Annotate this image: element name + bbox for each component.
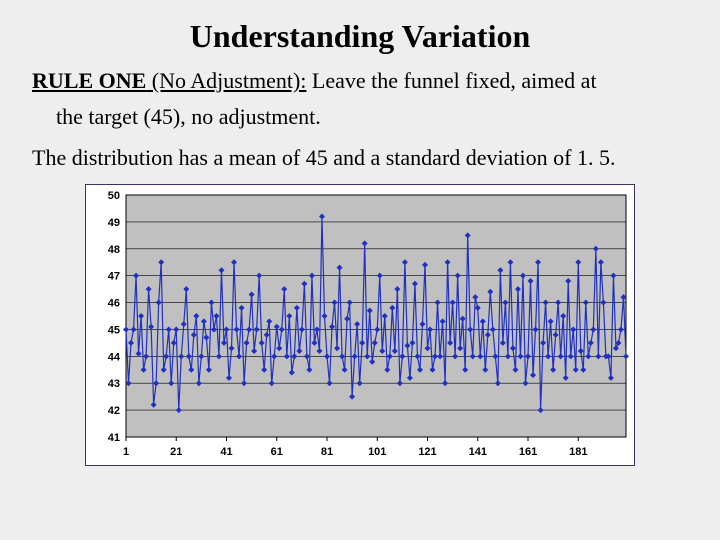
rule-label-rest: (No Adjustment):: [146, 68, 306, 93]
svg-text:101: 101: [368, 446, 386, 458]
svg-text:48: 48: [108, 243, 120, 255]
rule-paragraph: RULE ONE (No Adjustment): Leave the funn…: [0, 63, 720, 99]
svg-text:121: 121: [418, 446, 436, 458]
svg-text:47: 47: [108, 270, 120, 282]
description: The distribution has a mean of 45 and a …: [0, 134, 720, 176]
svg-text:45: 45: [108, 324, 120, 336]
svg-text:49: 49: [108, 216, 120, 228]
svg-text:42: 42: [108, 405, 120, 417]
page-title: Understanding Variation: [0, 0, 720, 63]
svg-text:181: 181: [569, 446, 587, 458]
variation-chart: 4142434445464748495012141618110112114116…: [85, 184, 635, 466]
svg-text:161: 161: [519, 446, 537, 458]
rule-text-line1: Leave the funnel fixed, aimed at: [306, 68, 596, 93]
chart-svg: 4142434445464748495012141618110112114116…: [86, 185, 634, 465]
svg-text:46: 46: [108, 297, 120, 309]
slide: { "title": "Understanding Variation", "r…: [0, 0, 720, 540]
rule-label-bold: RULE ONE: [32, 68, 146, 93]
svg-text:50: 50: [108, 190, 120, 202]
svg-text:43: 43: [108, 378, 120, 390]
rule-text-line2: the target (45), no adjustment.: [0, 99, 720, 135]
svg-text:41: 41: [220, 446, 232, 458]
svg-text:21: 21: [170, 446, 182, 458]
svg-text:1: 1: [123, 446, 129, 458]
svg-text:44: 44: [108, 351, 121, 363]
svg-text:141: 141: [469, 446, 487, 458]
svg-text:61: 61: [271, 446, 283, 458]
svg-text:81: 81: [321, 446, 333, 458]
svg-text:41: 41: [108, 432, 120, 444]
